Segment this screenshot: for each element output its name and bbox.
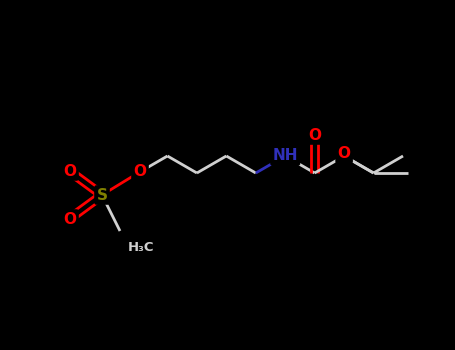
Text: NH: NH	[273, 148, 298, 163]
Text: O: O	[338, 147, 351, 161]
Text: O: O	[64, 211, 76, 226]
Text: O: O	[308, 127, 321, 142]
Text: H₃C: H₃C	[128, 241, 155, 254]
Text: S: S	[96, 188, 107, 203]
Text: O: O	[133, 163, 147, 178]
Text: O: O	[64, 163, 76, 178]
